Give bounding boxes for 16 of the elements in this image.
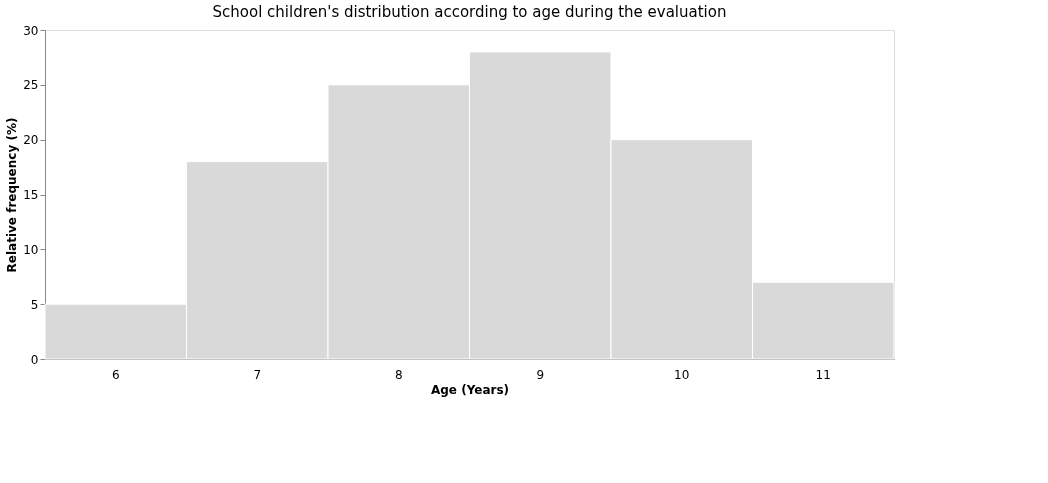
- y-tick-label: 20: [23, 133, 39, 148]
- y-tick-label: 15: [23, 188, 39, 202]
- x-tick-label: 8: [394, 367, 403, 382]
- x-tick-label: 11: [815, 367, 831, 382]
- y-tick-label: 25: [23, 78, 39, 93]
- x-tick-label: 9: [536, 367, 545, 382]
- x-tick-label: 6: [111, 367, 120, 382]
- x-tick-label: 10: [674, 367, 690, 382]
- y-tick-label: 30: [23, 23, 39, 38]
- y-tick-label: 0: [30, 352, 39, 367]
- y-tick-label: 5: [30, 297, 39, 312]
- chart-title: School children's distribution according to age during the evaluation: [212, 3, 727, 21]
- y-axis-title: Relative frequency (%): [5, 117, 20, 273]
- x-tick-label: 7: [253, 367, 262, 382]
- y-tick-label: 10: [23, 242, 39, 257]
- x-axis-title: Age (Years): [430, 382, 510, 397]
